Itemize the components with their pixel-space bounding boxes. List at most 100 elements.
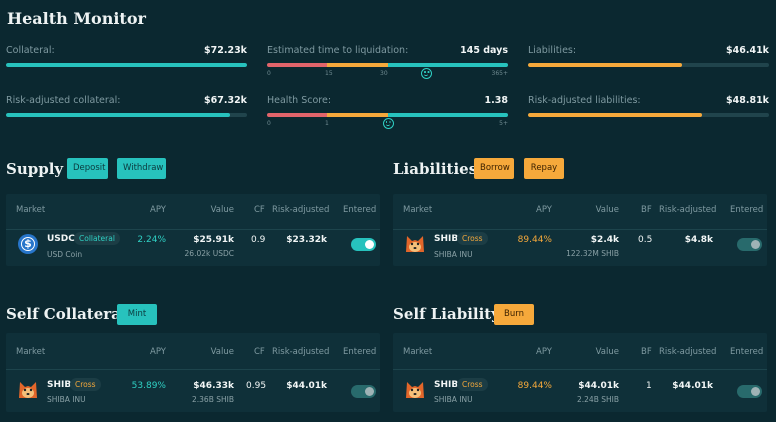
apy-value: 53.89%	[131, 381, 166, 391]
col-apy: APY	[150, 347, 166, 357]
col-market: Market	[16, 347, 46, 357]
self-collateral-title: Self Collateral	[6, 305, 127, 323]
deposit-button[interactable]: Deposit	[67, 158, 108, 179]
health-tick: 5+	[499, 120, 508, 127]
shib-icon	[19, 382, 37, 398]
health-bar-orange	[327, 113, 388, 117]
collateral-bar	[6, 63, 247, 67]
factor-value: 0.5	[638, 235, 653, 245]
entered-toggle[interactable]	[351, 385, 376, 398]
liquidation-bar-teal	[387, 63, 508, 67]
collateral-metric: Collateral: $72.23k	[6, 45, 247, 85]
col-factor: BF	[641, 347, 652, 357]
liabilities-label: Liabilities:	[528, 45, 577, 56]
col-risk: Risk-adjusted	[272, 347, 330, 357]
col-risk: Risk-adjusted	[659, 347, 717, 357]
asset-name: SHIBA INU	[47, 395, 86, 404]
col-entered: Entered	[730, 205, 764, 215]
risk-liabilities-value: $48.81k	[726, 95, 769, 106]
risk-collateral-metric: Risk-adjusted collateral: $67.32k	[6, 95, 247, 135]
page-title: Health Monitor	[7, 9, 146, 28]
entered-toggle[interactable]	[351, 238, 376, 251]
cross-badge: Cross	[70, 378, 101, 391]
risk-adjusted-value: $44.01k	[286, 381, 327, 391]
health-bar-red	[267, 113, 328, 117]
supply-title: Supply	[6, 160, 64, 178]
liabilities-metric: Liabilities: $46.41k	[528, 45, 769, 85]
col-risk: Risk-adjusted	[659, 205, 717, 215]
liquidation-bar-red	[267, 63, 328, 67]
repay-button[interactable]: Repay	[524, 158, 564, 179]
usdc-icon: $	[18, 234, 38, 254]
health-value: 1.38	[484, 95, 508, 106]
col-apy: APY	[536, 347, 552, 357]
col-risk: Risk-adjusted	[272, 205, 330, 215]
liquidation-metric: Estimated time to liquidation: 145 days …	[267, 45, 508, 85]
risk-collateral-value: $67.32k	[204, 95, 247, 106]
col-entered: Entered	[730, 347, 764, 357]
smiley-icon	[382, 118, 394, 129]
mint-button[interactable]: Mint	[117, 304, 157, 325]
entered-toggle[interactable]	[737, 385, 762, 398]
token-amount: 26.02k USDC	[184, 249, 234, 258]
col-apy: APY	[150, 205, 166, 215]
liquidation-bar-orange	[327, 63, 388, 67]
asset-symbol: USDC	[47, 234, 75, 244]
apy-value: 89.44%	[517, 235, 552, 245]
col-apy: APY	[536, 205, 552, 215]
self-collateral-table: Market APY Value CF Risk-adjusted Entere…	[6, 333, 380, 412]
token-amount: 2.36B SHIB	[192, 395, 234, 404]
value-amount: $44.01k	[578, 381, 619, 391]
withdraw-button[interactable]: Withdraw	[117, 158, 166, 179]
collateral-badge: Collateral	[74, 232, 120, 245]
risk-collateral-label: Risk-adjusted collateral:	[6, 95, 121, 106]
token-amount: 2.24B SHIB	[577, 395, 619, 404]
risk-collateral-bar-fill	[6, 113, 231, 117]
risk-adjusted-value: $4.8k	[684, 235, 713, 245]
asset-symbol: SHIB	[47, 380, 72, 390]
health-bar-teal	[387, 113, 508, 117]
col-factor: CF	[254, 205, 265, 215]
value-amount: $2.4k	[590, 235, 619, 245]
factor-value: 1	[646, 381, 652, 391]
toggle-knob	[751, 387, 760, 396]
value-amount: $25.91k	[193, 235, 234, 245]
supply-table: Market APY Value CF Risk-adjusted Entere…	[6, 194, 380, 266]
token-amount: 122.32M SHIB	[566, 249, 619, 258]
cross-badge: Cross	[457, 378, 488, 391]
col-factor: BF	[641, 205, 652, 215]
risk-liabilities-bar	[528, 113, 769, 117]
liabilities-value: $46.41k	[726, 45, 769, 56]
collateral-value: $72.23k	[204, 45, 247, 56]
divider	[6, 369, 380, 370]
borrow-button[interactable]: Borrow	[474, 158, 514, 179]
col-factor: CF	[254, 347, 265, 357]
risk-liabilities-label: Risk-adjusted liabilities:	[528, 95, 641, 106]
toggle-knob	[365, 387, 374, 396]
toggle-knob	[365, 240, 374, 249]
divider	[393, 229, 767, 230]
risk-liabilities-metric: Risk-adjusted liabilities: $48.81k	[528, 95, 769, 135]
health-label: Health Score:	[267, 95, 332, 106]
col-value: Value	[210, 205, 234, 215]
entered-toggle[interactable]	[737, 238, 762, 251]
risk-liabilities-bar-fill	[528, 113, 702, 117]
health-tick: 0	[267, 120, 271, 127]
asset-symbol: SHIB	[434, 234, 459, 244]
col-value: Value	[595, 205, 619, 215]
value-amount: $46.33k	[193, 381, 234, 391]
liabilities-bar-fill	[528, 63, 683, 67]
shib-icon	[406, 382, 424, 398]
liquidation-tick: 15	[325, 70, 333, 77]
burn-button[interactable]: Burn	[494, 304, 534, 325]
col-market: Market	[403, 205, 433, 215]
col-entered: Entered	[343, 205, 377, 215]
liabilities-title: Liabilities	[393, 160, 478, 178]
liquidation-bar	[267, 63, 508, 67]
liabilities-table: Market APY Value BF Risk-adjusted Entere…	[393, 194, 767, 266]
asset-name: SHIBA INU	[434, 250, 473, 259]
collateral-bar-fill	[6, 63, 247, 67]
apy-value: 2.24%	[137, 235, 166, 245]
self-liability-table: Market APY Value BF Risk-adjusted Entere…	[393, 333, 767, 412]
factor-value: 0.9	[251, 235, 266, 245]
